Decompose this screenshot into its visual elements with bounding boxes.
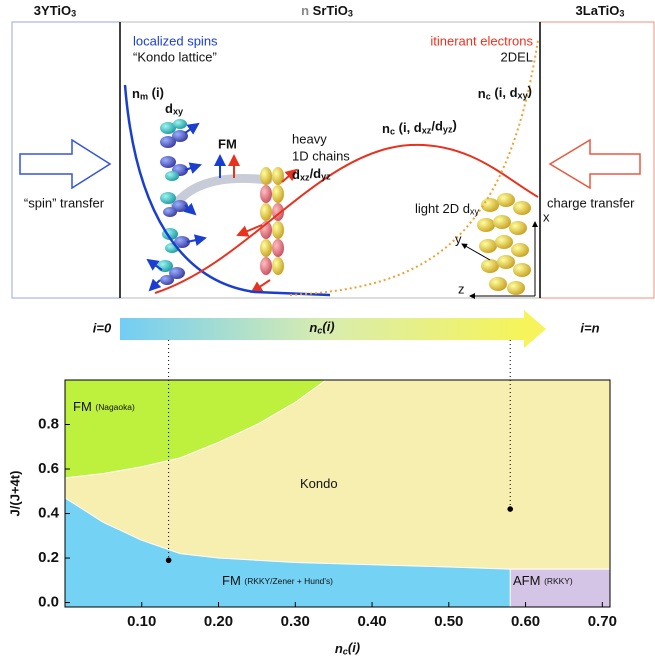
- label: i=n: [580, 320, 599, 335]
- text-part: AFM: [513, 573, 544, 588]
- text-part: (Nagaoka): [95, 402, 135, 412]
- label: 2DEL: [500, 49, 533, 64]
- label: nc (i, dxz/dyz): [382, 118, 457, 137]
- charge-arrow: [550, 140, 640, 188]
- text-part: 3YTiO: [34, 3, 71, 18]
- text-part: ): [528, 84, 532, 99]
- schematic: 3YTiO3 n SrTiO3 3LaTiO3 localized spins …: [12, 3, 654, 298]
- text-part: (i): [148, 85, 164, 100]
- text-part: (i): [348, 640, 360, 655]
- y-tick-label: 0.4: [38, 504, 60, 521]
- subscript: yz: [443, 125, 453, 135]
- dxz-orbitals: [260, 167, 284, 275]
- text-part: (i): [322, 319, 334, 334]
- label: “spin” transfer: [24, 195, 105, 210]
- label: nc (i, dxy): [478, 84, 532, 102]
- y-tick-label: 0.2: [38, 549, 59, 566]
- text-part: (i, d: [395, 120, 422, 135]
- label: dxz/dyz: [292, 166, 331, 183]
- nc-xz-curve: [155, 145, 538, 293]
- text-part: (RKKY): [544, 576, 573, 586]
- x-tick-label: 0.70: [588, 613, 617, 630]
- x-tick-label: 0.60: [511, 613, 540, 630]
- subscript: xy: [173, 107, 184, 117]
- y-tick-label: 0.0: [38, 594, 59, 611]
- text-part: d: [165, 101, 173, 116]
- subscript: xz: [422, 126, 432, 136]
- figure: 3YTiO3 n SrTiO3 3LaTiO3 localized spins …: [0, 0, 655, 665]
- x-tick-label: 0.40: [357, 613, 386, 630]
- label: nm (i): [132, 85, 164, 102]
- label: FM: [218, 136, 237, 151]
- text-part: n: [301, 3, 309, 18]
- text-part: Kondo: [300, 476, 338, 491]
- subscript: 3: [71, 9, 76, 19]
- subscript: xy: [470, 207, 480, 217]
- text-part: 3LaTiO: [576, 3, 620, 18]
- region-label: AFM (RKKY): [513, 573, 573, 588]
- text-part: n: [478, 86, 486, 101]
- axis-letter: y: [455, 231, 462, 246]
- text-part: ): [453, 118, 457, 133]
- text-part: (RKKY/Zener + Hund's): [244, 576, 333, 586]
- text-part: (i, d: [491, 85, 518, 100]
- label: charge transfer: [547, 195, 635, 210]
- text-part: n: [309, 320, 317, 335]
- point: [166, 557, 172, 563]
- subscript: m: [140, 92, 148, 102]
- spin-arrow: [20, 140, 110, 188]
- text-part: FM: [222, 573, 244, 588]
- nm-curve: [125, 85, 330, 295]
- text-part: /d: [431, 119, 443, 134]
- gradient-arrowhead: [524, 310, 546, 348]
- label: dxy: [165, 101, 184, 117]
- dxy-orbitals: [157, 119, 190, 285]
- label: nc(i): [309, 319, 334, 336]
- y-tick-label: 0.6: [38, 460, 59, 477]
- text-part: /d: [310, 166, 322, 181]
- label: itinerant electrons: [430, 33, 533, 48]
- left-title: 3YTiO3: [34, 3, 76, 19]
- exchange-arc: [175, 178, 268, 205]
- label: heavy: [292, 131, 327, 146]
- center-title: n SrTiO3: [301, 3, 353, 19]
- x-tick-label: 0.30: [281, 613, 310, 630]
- text-part: light 2D d: [415, 201, 470, 216]
- 2d-orbitals: [477, 193, 531, 295]
- label: i=0: [93, 320, 112, 335]
- x-tick-label: 0.50: [434, 613, 463, 630]
- text-part: d: [292, 167, 300, 182]
- y-tick-label: 0.8: [38, 415, 59, 432]
- point: [507, 506, 513, 512]
- region-label: Kondo: [300, 476, 338, 491]
- axis-letter: z: [458, 281, 465, 296]
- label: light 2D dxy: [415, 201, 479, 217]
- text-part: FM: [73, 399, 95, 414]
- y-axis-label: J/(J+4t): [7, 471, 22, 517]
- text-part: n: [132, 86, 140, 101]
- subscript: xz: [300, 173, 310, 183]
- region-label: FM (Nagaoka): [73, 399, 135, 414]
- subscript: yz: [321, 172, 331, 182]
- right-title: 3LaTiO3: [576, 3, 625, 19]
- label: localized spins: [133, 33, 218, 48]
- label: “Kondo lattice”: [133, 49, 217, 64]
- text-part: n: [335, 641, 343, 656]
- x-axis-label: nc(i): [335, 640, 360, 657]
- x-tick-label: 0.20: [204, 613, 233, 630]
- label: 1D chains: [292, 148, 350, 163]
- x-tick-label: 0.10: [127, 613, 156, 630]
- region-label: FM (RKKY/Zener + Hund's): [222, 573, 333, 588]
- subscript: 3: [348, 9, 353, 19]
- subscript: 3: [619, 9, 624, 19]
- text-part: SrTiO: [309, 3, 348, 18]
- text-part: n: [382, 121, 390, 136]
- axis-letter: x: [543, 209, 550, 224]
